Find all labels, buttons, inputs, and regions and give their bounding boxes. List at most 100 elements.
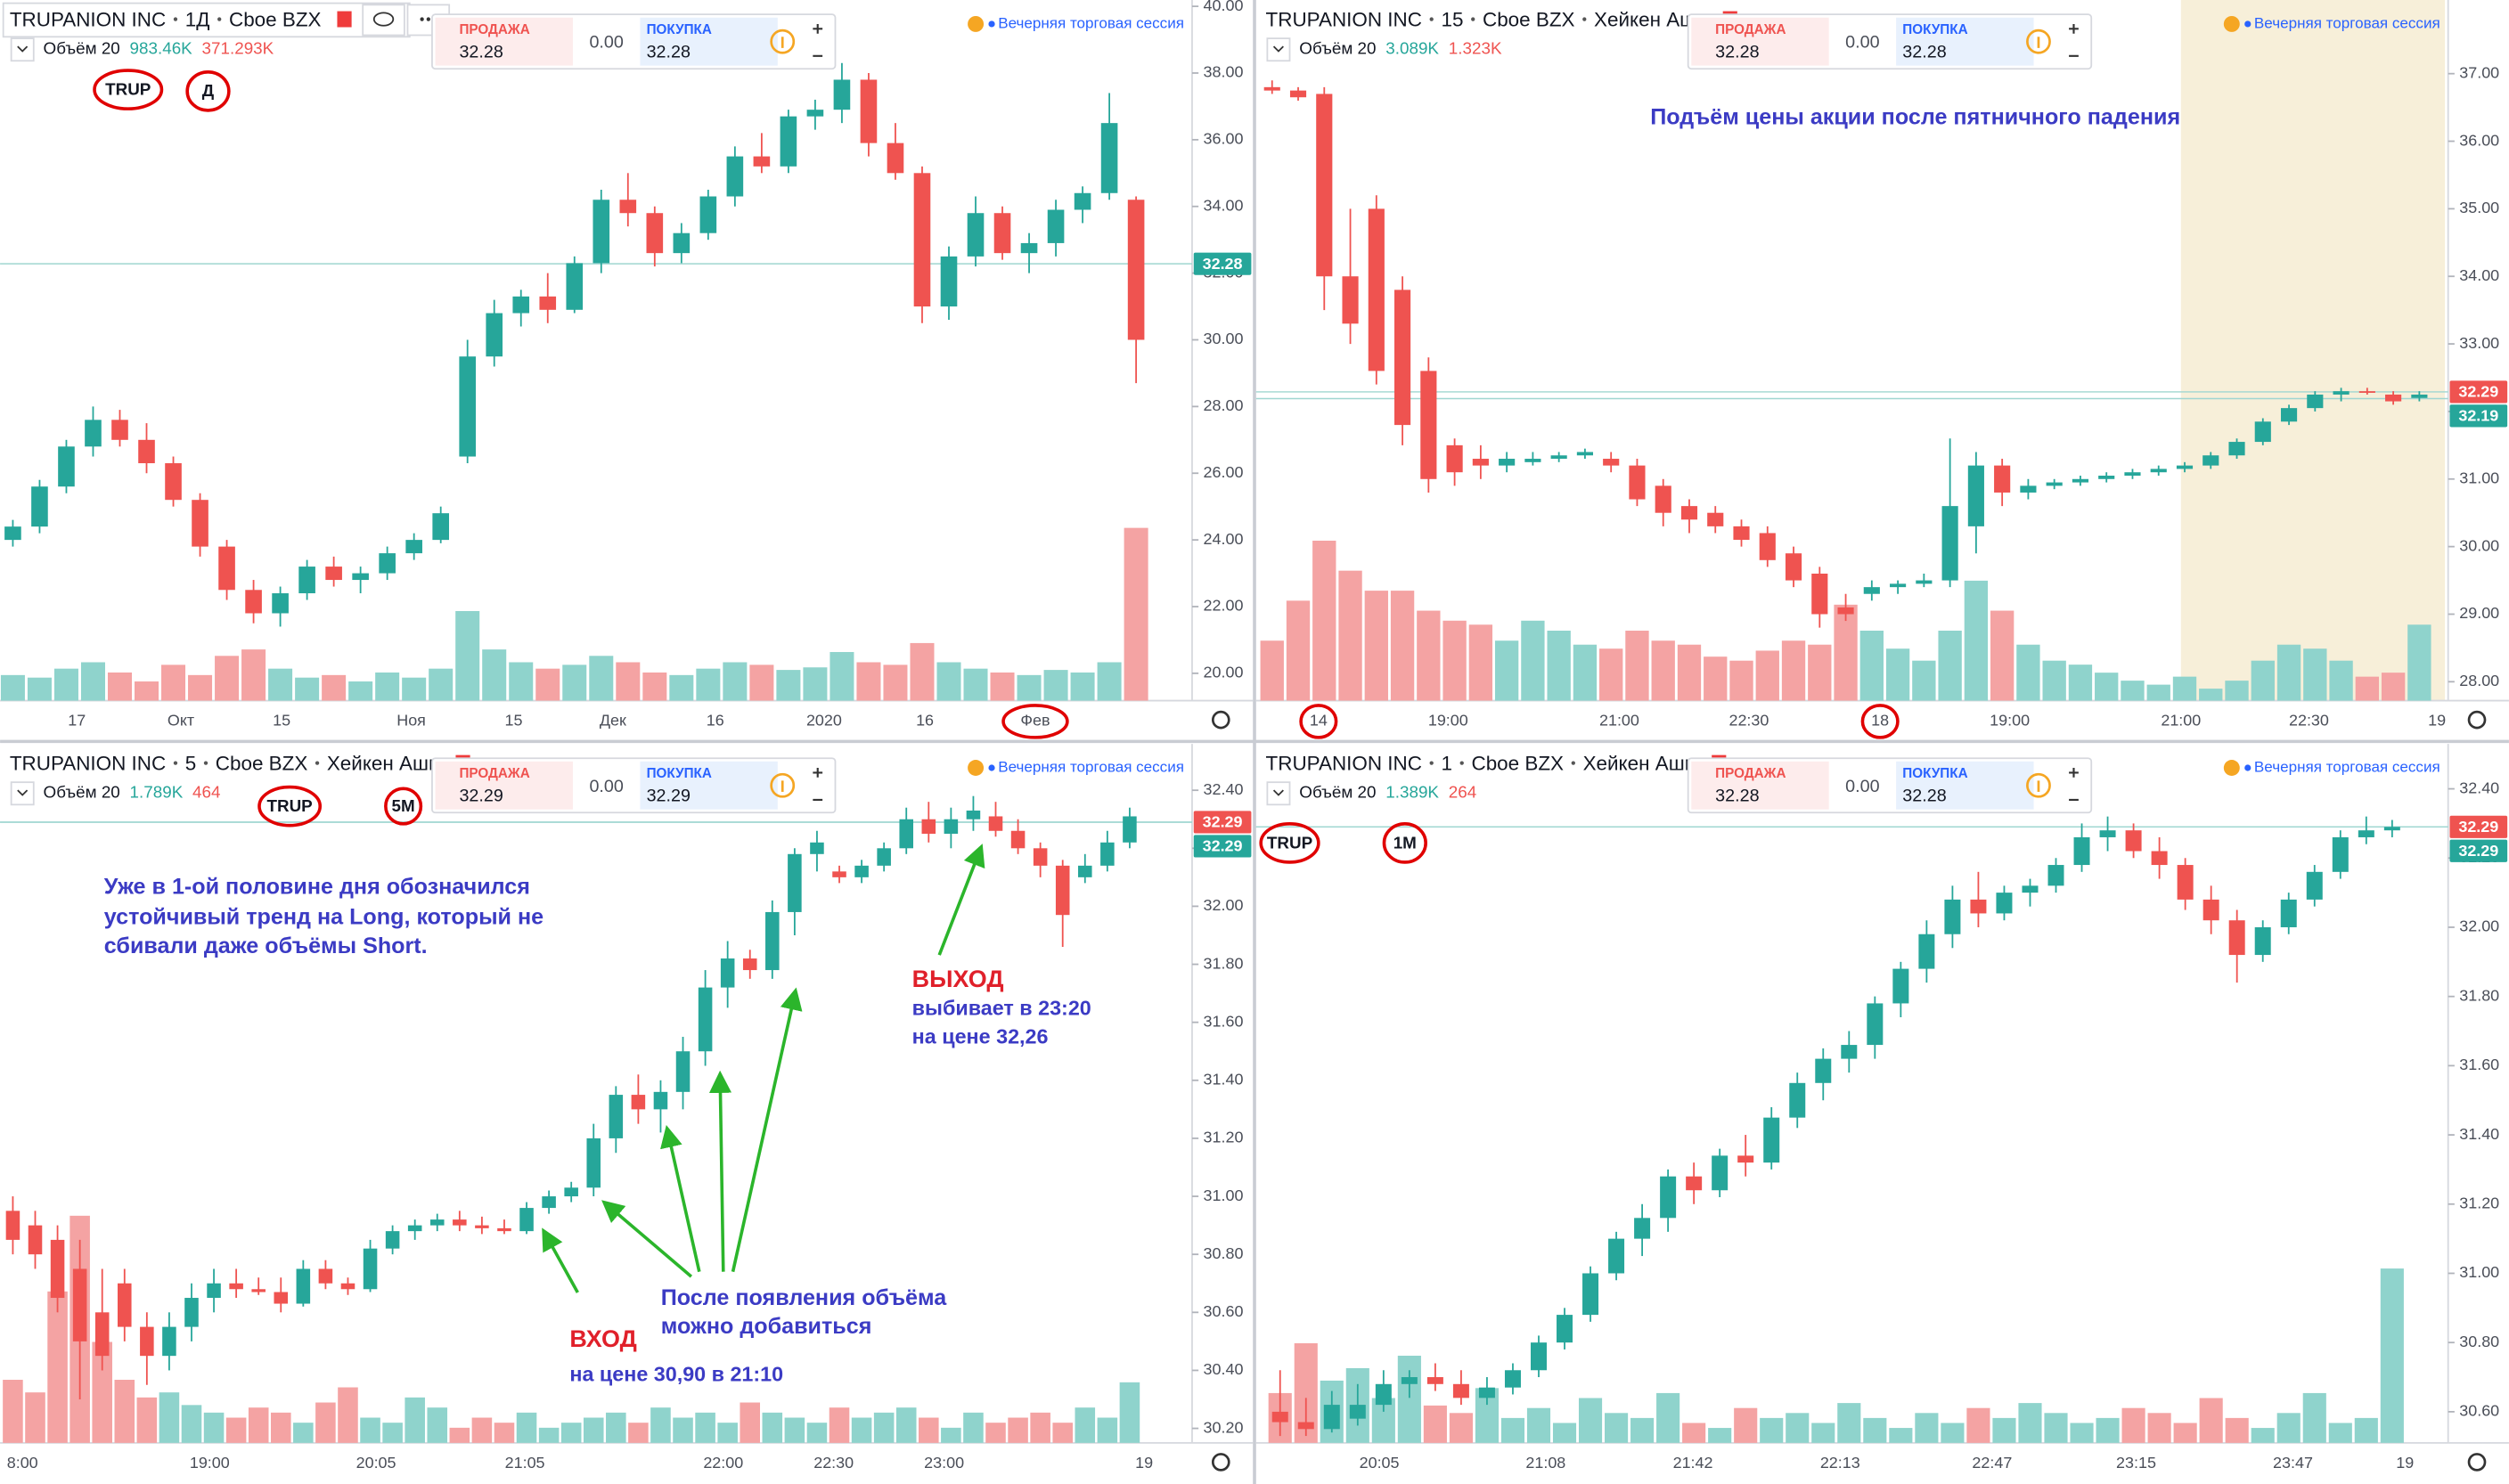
candle-body [1349, 1405, 1366, 1419]
candle-body [1707, 512, 1724, 526]
volume-bar [1863, 1417, 1887, 1443]
settings-icon[interactable] [2467, 1453, 2487, 1472]
buy-button[interactable] [1896, 17, 2034, 66]
y-tick-label: 31.00 [2459, 1263, 2499, 1281]
candle-body [673, 232, 691, 254]
buy-button[interactable] [1896, 761, 2034, 810]
sell-button[interactable] [1691, 17, 1829, 66]
volume-bar [348, 681, 373, 701]
volume-bar [1417, 610, 1441, 701]
sell-button[interactable] [435, 761, 573, 810]
y-tick-label: 30.20 [1204, 1418, 1244, 1436]
volume-bar [1338, 570, 1362, 701]
volume-bar [2302, 1392, 2326, 1443]
volume-bar [606, 1412, 626, 1443]
sell-button[interactable] [435, 17, 573, 66]
sell-label: ПРОДАЖА [1715, 22, 1786, 37]
candle-body [966, 810, 981, 819]
session-icon [2223, 760, 2240, 776]
candle-body [593, 200, 610, 264]
buy-button[interactable] [640, 17, 778, 66]
volume-bar [1656, 1392, 1680, 1443]
zoom-icons[interactable] [813, 23, 823, 57]
header-text: Cboe BZX [1483, 8, 1575, 30]
candle-body [806, 110, 824, 117]
settings-icon[interactable] [1211, 710, 1230, 730]
volume-bar [803, 667, 828, 701]
candle-body [2254, 926, 2271, 956]
flag-icon[interactable] [337, 11, 352, 28]
header-text: Cboe BZX [216, 752, 308, 774]
volume-bar [360, 1417, 380, 1443]
collapse-button[interactable] [1266, 37, 1291, 62]
volume-bar [135, 681, 159, 701]
volume-readout: 371.293K [202, 39, 274, 58]
volume-bar [1573, 644, 1598, 701]
candle-body [1499, 459, 1516, 466]
volume-bar [1364, 591, 1388, 701]
volume-bar [985, 1423, 1006, 1443]
info-icon[interactable] [2026, 29, 2051, 54]
annotation: можно добавиться [661, 1314, 872, 1339]
settings-icon[interactable] [1211, 1453, 1230, 1472]
collapse-button[interactable] [10, 781, 35, 806]
candle-body [1712, 1155, 1729, 1191]
separator-dot [1429, 17, 1434, 21]
buy-label: ПОКУПКА [1902, 766, 1967, 781]
volume-bar [806, 1423, 828, 1443]
volume-bar [1992, 1417, 2016, 1443]
info-icon[interactable] [770, 772, 796, 798]
y-tick-label: 30.00 [1204, 330, 1244, 347]
volume-bar [1552, 1423, 1577, 1443]
buy-button[interactable] [640, 761, 778, 810]
annotation: выбивает в 23:20 [912, 996, 1091, 1019]
volume-bar [1682, 1423, 1706, 1443]
spread: 0.00 [589, 33, 623, 53]
candle-body [619, 200, 637, 214]
volume-bar [1704, 656, 1728, 701]
volume-bar [1075, 1407, 1096, 1443]
eye-button[interactable] [362, 4, 405, 37]
candle-body [1033, 848, 1048, 866]
candle-body [2099, 830, 2116, 837]
zoom-icons[interactable] [813, 768, 823, 801]
collapse-button[interactable] [10, 37, 35, 62]
separator-dot [315, 761, 320, 765]
highlight-circle [257, 785, 323, 828]
candle-body [2383, 827, 2400, 831]
info-icon[interactable] [770, 29, 796, 54]
candle-body [58, 446, 75, 487]
candle-body [1289, 90, 1307, 98]
separator-dot [173, 761, 178, 765]
x-tick-label: 23:00 [924, 1454, 964, 1472]
candle-body [1472, 459, 1489, 466]
zoom-icons[interactable] [2069, 768, 2079, 801]
eye-icon [372, 12, 395, 27]
volume-bar [2354, 1417, 2378, 1443]
sell-button[interactable] [1691, 761, 1829, 810]
volume-bar [1578, 1398, 1603, 1443]
x-tick-label: 23:47 [2273, 1454, 2313, 1472]
x-tick-label: 19:00 [1428, 712, 1468, 730]
settings-icon[interactable] [2467, 710, 2487, 730]
zoom-icons[interactable] [2069, 23, 2079, 57]
candle-body [1680, 506, 1698, 520]
info-icon[interactable] [2026, 772, 2051, 798]
candle-body [1789, 1082, 1806, 1118]
candle-body [2072, 478, 2089, 483]
volume-bar [161, 665, 186, 701]
volume-bar [2068, 665, 2093, 701]
collapse-button[interactable] [1266, 781, 1291, 806]
header-text: TRUPANION INC [10, 8, 166, 30]
volume-bar [2251, 1428, 2275, 1443]
volume-readout: 3.089K [1385, 39, 1439, 58]
y-tick-label: 31.20 [1204, 1129, 1244, 1146]
candle-body [1055, 865, 1070, 916]
volume-bar [1449, 1413, 1473, 1443]
volume-bar [650, 1407, 671, 1443]
volume-bar [2225, 1417, 2249, 1443]
volume-bar [1008, 1417, 1028, 1443]
price-label: 32.19 [2458, 407, 2498, 425]
candle-body [1629, 465, 1646, 500]
